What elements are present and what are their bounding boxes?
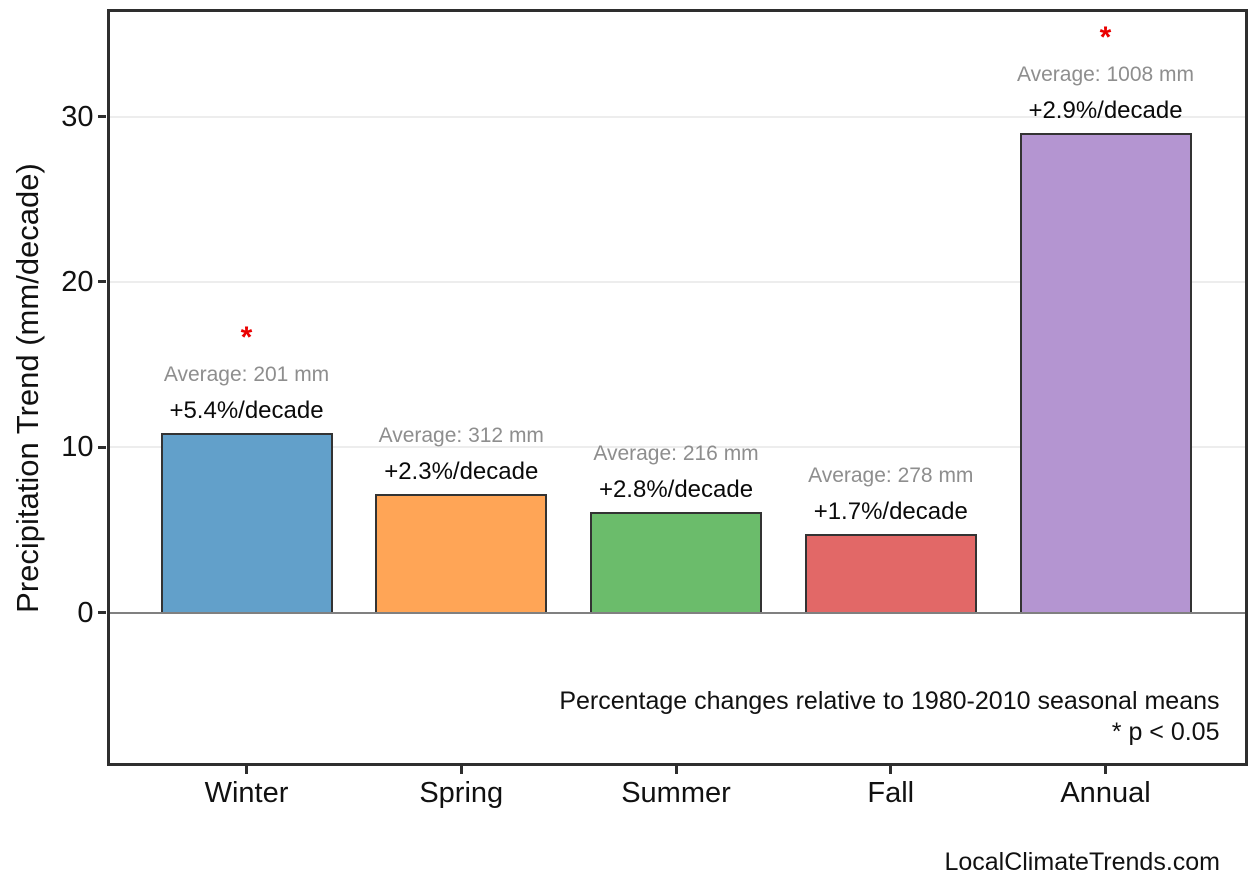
percent-label-fall: +1.7%/decade — [813, 498, 968, 526]
bar-winter — [160, 433, 333, 615]
significance-marker-annual: * — [1099, 21, 1112, 55]
x-tick-label-annual: Annual — [1060, 776, 1151, 809]
percent-label-spring: +2.3%/decade — [384, 457, 539, 485]
y-tick-label-20: 20 — [61, 265, 94, 298]
percent-label-annual: +2.9%/decade — [1028, 97, 1183, 125]
x-tick-label-winter: Winter — [204, 776, 289, 809]
average-label-fall: Average: 278 mm — [808, 464, 974, 488]
gridline-10 — [109, 446, 1245, 449]
bar-spring — [375, 493, 548, 615]
x-tick-label-fall: Fall — [867, 776, 915, 809]
average-label-winter: Average: 201 mm — [163, 363, 330, 387]
y-tick-label-30: 30 — [61, 100, 94, 133]
gridline-30 — [109, 115, 1245, 118]
annotation-significance-note: * p < 0.05 — [1111, 717, 1220, 746]
significance-marker-winter: * — [240, 321, 253, 355]
y-tick-label-10: 10 — [61, 431, 94, 464]
y-axis-label: Precipitation Trend (mm/decade) — [10, 163, 45, 613]
bar-annual — [1019, 133, 1192, 615]
zero-line — [109, 611, 1245, 614]
x-tick-annual — [1104, 766, 1107, 774]
annotation-percent-note: Percentage changes relative to 1980-2010… — [559, 686, 1220, 715]
annotation-block: Percentage changes relative to 1980-2010… — [559, 686, 1219, 748]
x-tick-spring — [459, 766, 463, 774]
average-label-summer: Average: 216 mm — [593, 442, 759, 466]
y-tick-10 — [98, 445, 106, 449]
bar-fall — [804, 534, 977, 615]
y-tick-30 — [98, 115, 106, 119]
x-tick-fall — [889, 766, 893, 774]
x-tick-label-spring: Spring — [419, 776, 504, 809]
percent-label-summer: +2.8%/decade — [598, 476, 754, 504]
average-label-annual: Average: 1008 mm — [1016, 63, 1195, 87]
gridline-20 — [109, 280, 1245, 283]
y-tick-label-0: 0 — [77, 596, 94, 629]
y-tick-0 — [98, 611, 106, 614]
x-tick-summer — [674, 766, 678, 774]
average-label-spring: Average: 312 mm — [378, 423, 544, 447]
bar-summer — [590, 512, 762, 615]
plot-area: Percentage changes relative to 1980-2010… — [61, 8, 1248, 809]
x-tick-label-summer: Summer — [621, 776, 731, 809]
x-tick-winter — [245, 766, 248, 774]
y-tick-20 — [98, 280, 106, 284]
watermark: LocalClimateTrends.com — [944, 848, 1220, 876]
percent-label-winter: +5.4%/decade — [169, 397, 324, 425]
